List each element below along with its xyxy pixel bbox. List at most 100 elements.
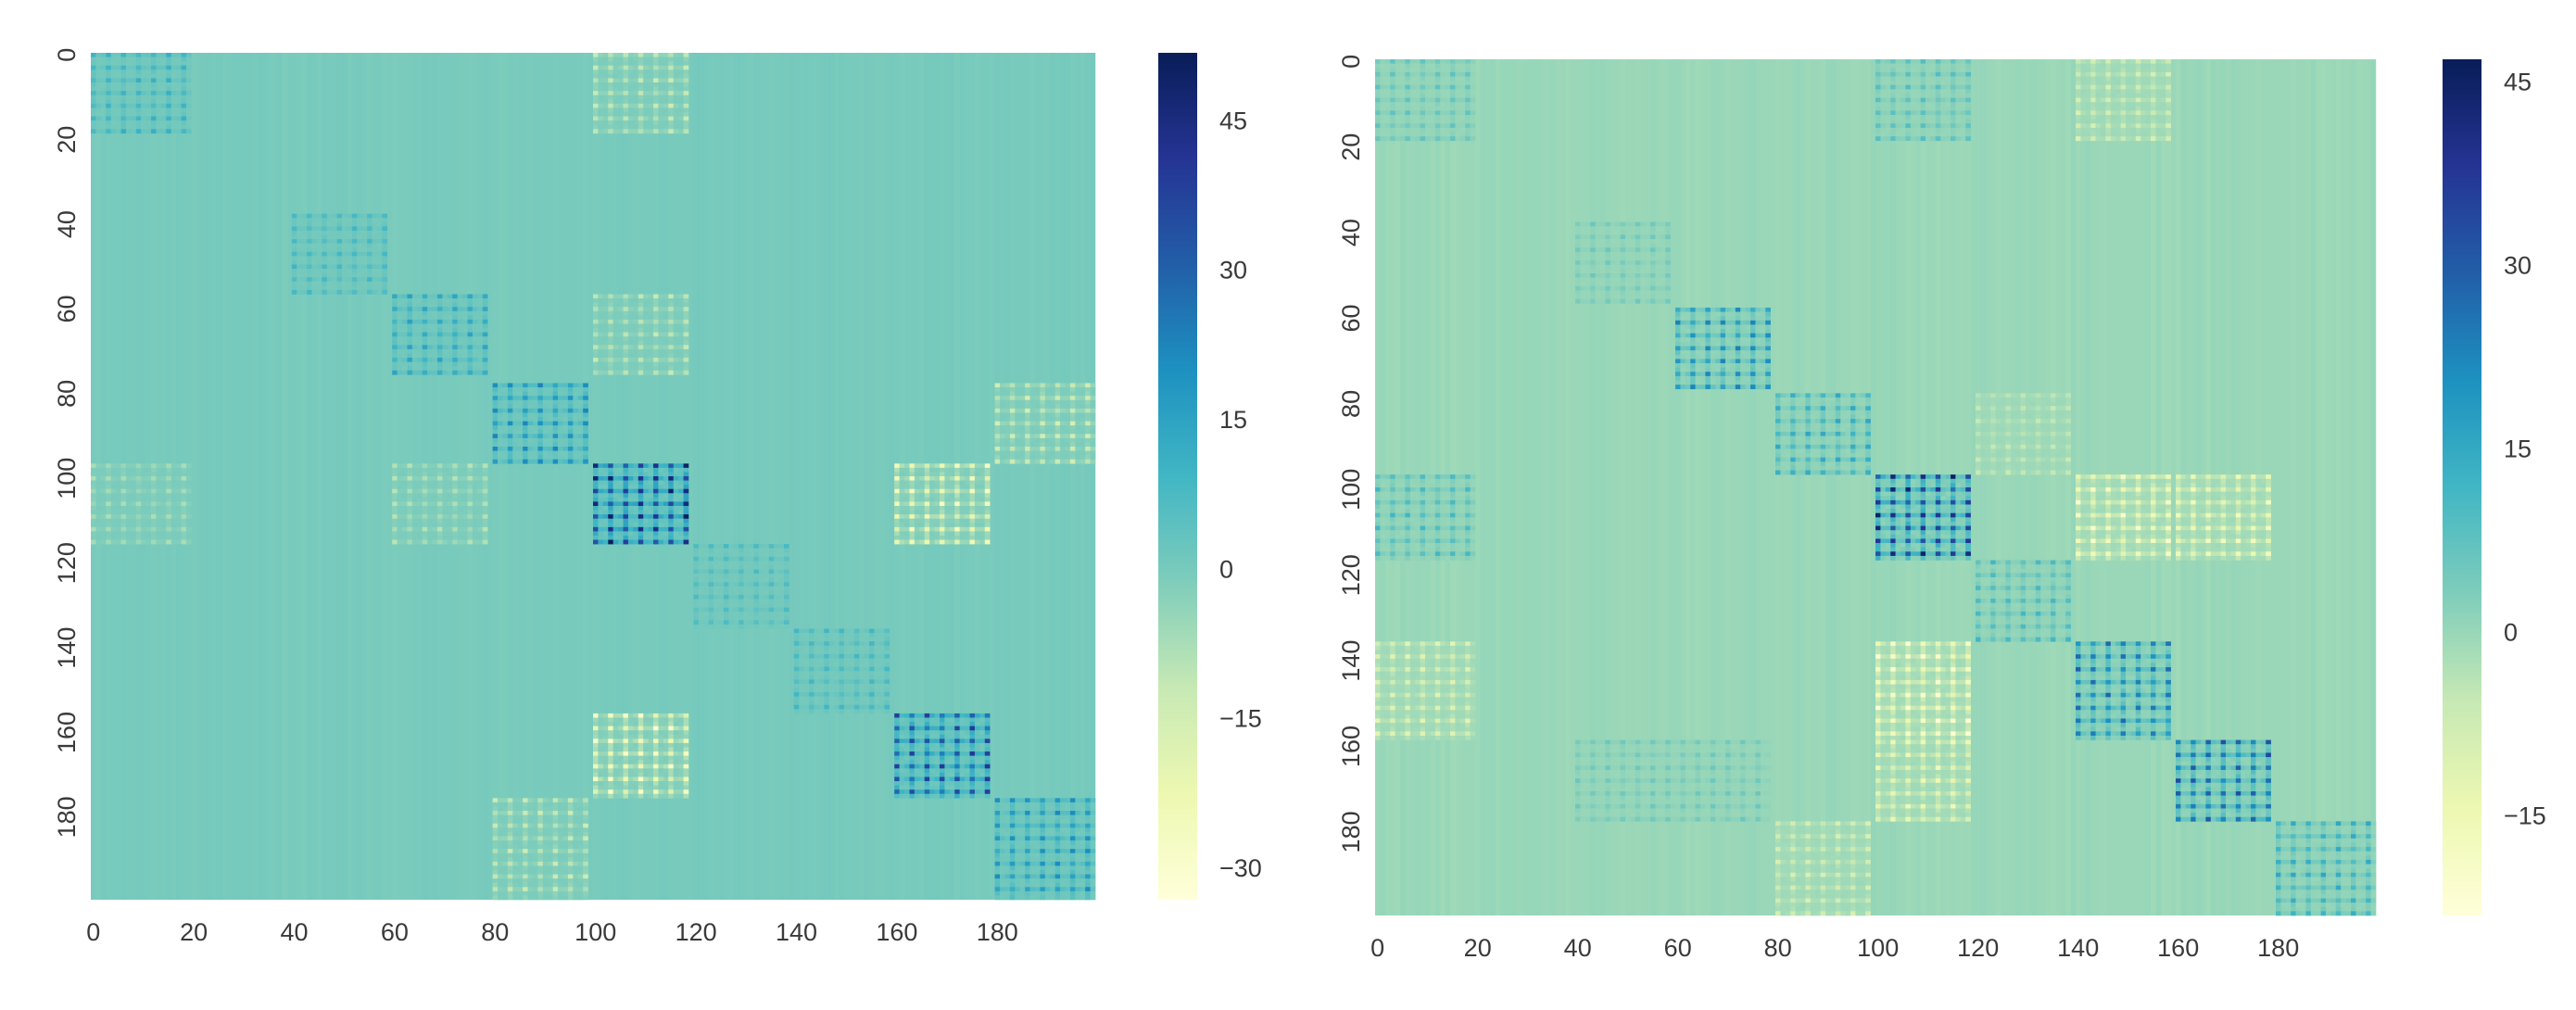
heatmap-cell <box>145 518 152 524</box>
heatmap-cell <box>407 366 413 372</box>
heatmap-cell <box>728 544 735 549</box>
heatmap-cell <box>1085 450 1091 456</box>
heatmap-cell <box>739 586 744 591</box>
heatmap-cell <box>693 620 700 625</box>
heatmap-cell <box>411 345 418 350</box>
heatmap-cell <box>407 328 413 333</box>
heatmap-cell <box>407 531 413 537</box>
heatmap-cell <box>145 111 152 117</box>
heatmap-cell <box>407 526 413 532</box>
heatmap-cell <box>643 501 649 507</box>
heatmap-cell <box>166 526 172 532</box>
heatmap-cell <box>407 472 413 477</box>
heatmap-cell <box>608 323 613 329</box>
heatmap-cell <box>1009 383 1016 388</box>
heatmap-cell <box>462 323 468 329</box>
heatmap-cell <box>658 111 664 117</box>
heatmap-cell <box>156 463 162 469</box>
heatmap-cell <box>844 679 850 685</box>
heatmap-cell <box>643 493 649 499</box>
heatmap-cell <box>627 370 634 375</box>
heatmap-cell <box>120 539 127 545</box>
heatmap-cell <box>351 264 358 270</box>
heatmap-cell <box>598 348 604 354</box>
heatmap-cell <box>638 348 644 354</box>
heatmap-cell <box>783 603 789 608</box>
heatmap-cell <box>633 505 639 511</box>
heatmap-cell <box>141 107 146 113</box>
heatmap-cell <box>482 463 488 469</box>
heatmap-cell <box>457 302 463 308</box>
heatmap-cell <box>929 493 935 499</box>
heatmap-cell <box>683 116 689 121</box>
heatmap-cell <box>949 472 955 477</box>
heatmap-cell <box>683 99 689 105</box>
heatmap-cell <box>778 564 785 570</box>
heatmap-cell <box>432 493 438 499</box>
heatmap-cell <box>683 535 689 540</box>
heatmap-cell <box>612 726 619 731</box>
heatmap-cell <box>1000 425 1005 431</box>
heatmap-cell <box>904 485 910 490</box>
heatmap-cell <box>809 692 814 697</box>
heatmap-cell <box>517 404 524 410</box>
heatmap-cell <box>648 476 654 481</box>
heatmap-cell <box>643 730 649 736</box>
heatmap-cell <box>683 713 689 718</box>
heatmap-cell <box>297 221 302 227</box>
heatmap-cell <box>1060 408 1066 413</box>
heatmap-cell <box>477 539 484 545</box>
heatmap-cell <box>844 666 850 672</box>
heatmap-cell <box>407 514 413 519</box>
heatmap-cell <box>411 510 418 515</box>
heatmap-cell <box>166 65 172 70</box>
heatmap-cell <box>1015 396 1020 401</box>
heatmap-cell <box>417 361 423 367</box>
heatmap-cell <box>648 328 654 333</box>
heatmap-cell <box>959 476 966 481</box>
heatmap-cell <box>392 510 398 515</box>
heatmap-cell <box>116 99 121 105</box>
heatmap-cell <box>402 310 408 316</box>
heatmap-cell <box>1090 459 1096 464</box>
heatmap-cell <box>432 472 438 477</box>
heatmap-cell <box>633 345 639 350</box>
heatmap-cell <box>135 480 142 486</box>
heatmap-cell <box>648 501 654 507</box>
heatmap-cell <box>824 641 830 647</box>
heatmap-cell <box>924 535 930 540</box>
heatmap-cell <box>1090 434 1096 439</box>
heatmap-cell <box>467 501 474 507</box>
heatmap-cell <box>307 277 312 283</box>
heatmap-cell <box>708 582 714 587</box>
heatmap-cell <box>336 230 343 235</box>
heatmap-cell <box>608 713 613 718</box>
heatmap-cell <box>793 658 800 663</box>
heatmap-cell <box>658 78 664 83</box>
heatmap-cell <box>633 366 639 372</box>
heatmap-cell <box>869 679 875 685</box>
heatmap-cell <box>602 361 609 367</box>
heatmap-cell <box>733 607 739 612</box>
heatmap-cell <box>793 645 800 650</box>
heatmap-cell <box>663 467 669 473</box>
heatmap-cell <box>919 523 926 528</box>
heatmap-cell <box>160 526 167 532</box>
heatmap-cell <box>733 620 739 625</box>
heatmap-cell <box>864 641 870 647</box>
heatmap-cell <box>663 497 669 502</box>
heatmap-cell <box>758 561 764 566</box>
heatmap-cell <box>181 476 187 481</box>
heatmap-cell <box>608 78 613 83</box>
heatmap-cell <box>477 370 484 375</box>
heatmap-cell <box>507 421 513 426</box>
heatmap-cell <box>361 239 368 244</box>
heatmap-cell <box>598 518 604 524</box>
heatmap-cell <box>100 485 107 490</box>
heatmap-cell <box>131 463 137 469</box>
heatmap-cell <box>824 628 830 634</box>
heatmap-cell <box>467 467 474 473</box>
heatmap-cell <box>407 358 413 362</box>
heatmap-cell <box>402 535 408 540</box>
heatmap-cell <box>407 310 413 316</box>
